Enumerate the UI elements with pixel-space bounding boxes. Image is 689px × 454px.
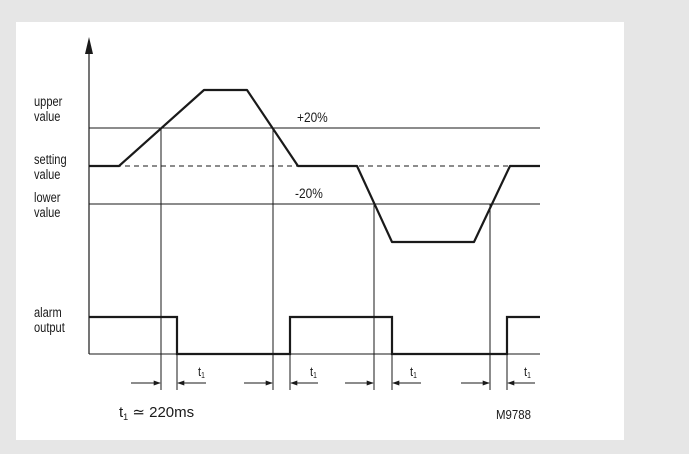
lower-value-label: lower value bbox=[34, 190, 61, 220]
delay-label-4: t1 bbox=[524, 364, 531, 381]
alarm-output-waveform bbox=[89, 315, 540, 356]
delay-label-3: t1 bbox=[410, 364, 417, 381]
delay-note: t1 ≃ 220ms bbox=[119, 404, 195, 422]
upper-value-label: upper value bbox=[34, 94, 63, 124]
plus-threshold-label: +20% bbox=[297, 109, 328, 125]
setting-value-label: setting value bbox=[34, 152, 67, 182]
delay-label-2: t1 bbox=[310, 364, 317, 381]
y-axis-arrow bbox=[85, 37, 93, 54]
delay-label-1: t1 bbox=[198, 364, 205, 381]
minus-threshold-label: -20% bbox=[295, 185, 323, 201]
diagram-panel bbox=[16, 22, 624, 440]
figure-code: M9788 bbox=[496, 407, 531, 422]
alarm-output-label: alarm output bbox=[34, 305, 65, 335]
